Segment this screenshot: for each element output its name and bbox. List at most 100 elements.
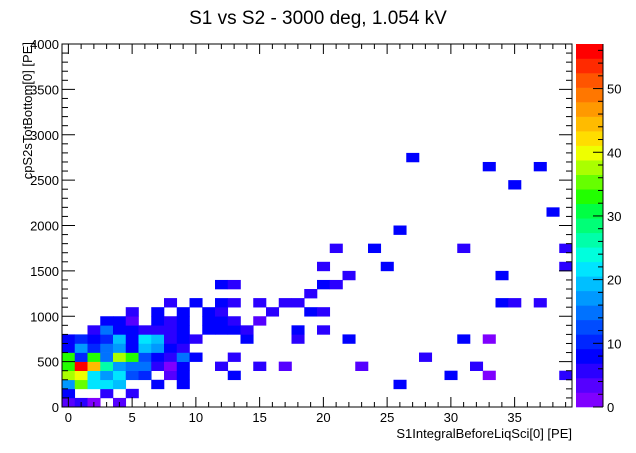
heatmap-bin xyxy=(62,343,76,353)
colorbar-segment xyxy=(576,87,603,103)
heatmap-bin xyxy=(215,279,229,290)
heatmap-bin xyxy=(559,261,573,272)
heatmap-bin xyxy=(113,352,127,362)
heatmap-bin xyxy=(176,379,190,390)
heatmap-bin xyxy=(100,334,114,344)
heatmap-bin xyxy=(227,279,241,290)
colorbar-segment xyxy=(576,102,603,117)
heatmap-bin xyxy=(100,379,114,390)
heatmap-bin xyxy=(62,379,76,390)
heatmap-bin xyxy=(125,334,139,344)
colorbar-segment xyxy=(576,145,603,161)
heatmap-bin xyxy=(342,334,356,344)
heatmap-bin xyxy=(87,370,101,381)
y-tick-label: 4000 xyxy=(30,37,59,52)
heatmap-bin xyxy=(74,370,88,381)
heatmap-bin xyxy=(240,325,254,335)
colorbar-segment xyxy=(576,392,603,408)
heatmap-bin xyxy=(559,243,573,254)
colorbar-segment xyxy=(576,174,603,190)
heatmap-bin xyxy=(151,307,165,317)
heatmap-bin xyxy=(62,370,76,381)
heatmap-bin xyxy=(138,343,152,353)
colorbar-segment xyxy=(576,116,603,132)
heatmap-bin xyxy=(368,243,382,254)
colorbar-segment xyxy=(576,363,603,379)
x-axis-title: S1IntegralBeforeLiqSci[0] [PE] xyxy=(396,426,572,441)
heatmap-bin xyxy=(253,361,267,371)
heatmap-bin xyxy=(393,225,407,235)
heatmap-bin xyxy=(317,325,331,335)
heatmap-bin xyxy=(113,343,127,353)
heatmap-bin xyxy=(317,261,331,272)
heatmap-bin xyxy=(227,325,241,335)
heatmap-bin xyxy=(74,352,88,362)
heatmap-bin xyxy=(227,298,241,308)
heatmap-bin xyxy=(74,361,88,371)
heatmap-bin xyxy=(176,334,190,344)
heatmap-bin xyxy=(125,361,139,371)
heatmap-bin xyxy=(202,316,216,326)
y-tick-label: 0 xyxy=(52,400,59,415)
colorbar-tick-label: 40 xyxy=(607,145,621,160)
heatmap-bin xyxy=(304,289,318,299)
y-tick-label: 3500 xyxy=(30,82,59,97)
colorbar-tick-label: 20 xyxy=(607,273,621,288)
heatmap-bin xyxy=(176,325,190,335)
heatmap-bin xyxy=(138,334,152,344)
heatmap-bin xyxy=(317,307,331,317)
heatmap-bin xyxy=(151,361,165,371)
heatmap-bin xyxy=(533,298,547,308)
heatmap-bin xyxy=(100,370,114,381)
heatmap-bin xyxy=(215,298,229,308)
heatmap-bin xyxy=(62,388,76,399)
heatmap-bin xyxy=(189,352,203,362)
heatmap-bin xyxy=(87,352,101,362)
y-tick-label: 1500 xyxy=(30,264,59,279)
colorbar-segment xyxy=(576,305,603,321)
heatmap-bin xyxy=(189,334,203,344)
heatmap-bin xyxy=(164,352,178,362)
heatmap-bin xyxy=(164,298,178,308)
heatmap-bin xyxy=(151,343,165,353)
heatmap-bin xyxy=(62,334,76,344)
colorbar-segment xyxy=(576,160,603,175)
heatmap-bins xyxy=(62,152,573,408)
heatmap-bin xyxy=(164,361,178,371)
y-axis-title: cpS2sTotBottom[0] [PE] xyxy=(20,42,35,179)
colorbar-segment xyxy=(576,73,603,88)
heatmap-bin xyxy=(176,316,190,326)
heatmap-bin xyxy=(215,325,229,335)
heatmap-bin xyxy=(62,352,76,362)
colorbar-segment xyxy=(576,334,603,350)
heatmap-bin xyxy=(266,307,280,317)
colorbar-segment xyxy=(576,247,603,263)
heatmap-bin xyxy=(151,379,165,390)
heatmap-bin xyxy=(533,161,547,172)
y-tick-label: 500 xyxy=(37,355,59,370)
heatmap-bin xyxy=(164,343,178,353)
heatmap-bin xyxy=(176,307,190,317)
heatmap-bin xyxy=(113,316,127,326)
colorbar-segment xyxy=(576,290,603,306)
heatmap-bin xyxy=(508,180,522,190)
heatmap-bin xyxy=(189,298,203,308)
heatmap-bin xyxy=(202,307,216,317)
heatmap-bin xyxy=(125,343,139,353)
heatmap-bin xyxy=(100,325,114,335)
heatmap-bin xyxy=(176,370,190,381)
heatmap-bin xyxy=(100,352,114,362)
x-tick-label: 5 xyxy=(129,410,136,425)
heatmap-bin xyxy=(342,270,356,281)
x-tick-label: 30 xyxy=(444,410,458,425)
heatmap-bin xyxy=(100,361,114,371)
heatmap-bin xyxy=(304,307,318,317)
colorbar-tick-label: 50 xyxy=(607,82,621,97)
color-scale-bar: 0 10 20 30 40 50 xyxy=(576,44,621,415)
x-tick-label: 20 xyxy=(316,410,330,425)
heatmap-bin xyxy=(125,370,139,381)
heatmap-bin xyxy=(329,243,343,254)
heatmap-bin xyxy=(317,279,331,290)
colorbar-segment xyxy=(576,44,603,59)
y-tick-label: 2500 xyxy=(30,173,59,188)
